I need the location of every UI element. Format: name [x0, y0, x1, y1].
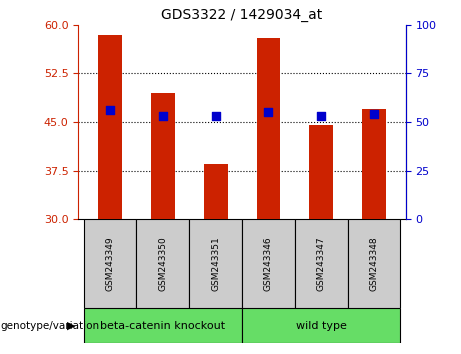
- FancyBboxPatch shape: [83, 219, 136, 308]
- Text: ▶: ▶: [67, 321, 76, 331]
- Text: GSM243346: GSM243346: [264, 236, 273, 291]
- Text: beta-catenin knockout: beta-catenin knockout: [100, 321, 225, 331]
- FancyBboxPatch shape: [136, 219, 189, 308]
- Point: [212, 113, 219, 119]
- Point: [370, 112, 378, 117]
- Point: [318, 113, 325, 119]
- Point: [159, 113, 166, 119]
- Bar: [309, 125, 333, 219]
- Text: GSM243351: GSM243351: [211, 236, 220, 291]
- FancyBboxPatch shape: [295, 219, 348, 308]
- Text: GSM243347: GSM243347: [317, 236, 326, 291]
- FancyBboxPatch shape: [83, 308, 242, 343]
- FancyBboxPatch shape: [242, 308, 401, 343]
- Text: GSM243348: GSM243348: [370, 236, 378, 291]
- Bar: [98, 34, 122, 219]
- FancyBboxPatch shape: [242, 219, 295, 308]
- FancyBboxPatch shape: [348, 219, 401, 308]
- Point: [106, 108, 114, 113]
- Title: GDS3322 / 1429034_at: GDS3322 / 1429034_at: [161, 8, 323, 22]
- Text: GSM243349: GSM243349: [106, 236, 114, 291]
- Bar: [256, 38, 280, 219]
- Text: genotype/variation: genotype/variation: [0, 321, 99, 331]
- Text: wild type: wild type: [296, 321, 347, 331]
- Bar: [151, 93, 175, 219]
- Bar: [204, 164, 228, 219]
- Text: GSM243350: GSM243350: [158, 236, 167, 291]
- Point: [265, 110, 272, 115]
- FancyBboxPatch shape: [189, 219, 242, 308]
- Bar: [362, 109, 386, 219]
